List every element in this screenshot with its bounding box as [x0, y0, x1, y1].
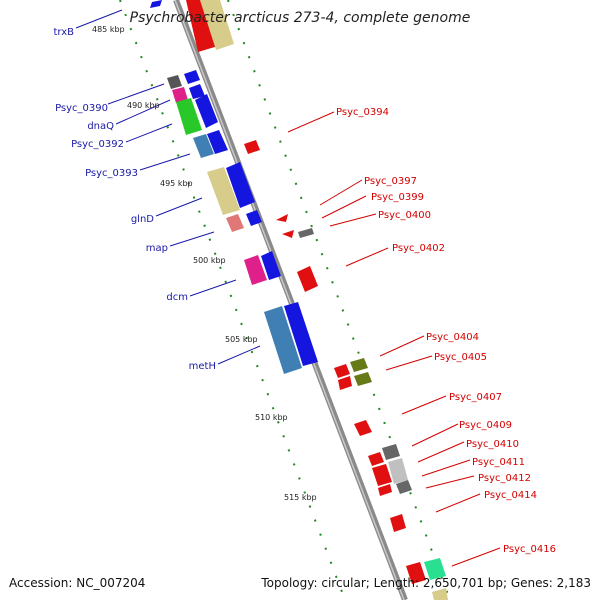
gene-block[interactable]: [193, 134, 214, 158]
gene-label-psyc-0411[interactable]: Psyc_0411: [472, 457, 525, 468]
left-gene-labels: trxB Psyc_0390 dnaQ Psyc_0392 Psyc_0393 …: [53, 27, 216, 372]
backbone-line: [173, 0, 408, 600]
gene-label-map[interactable]: map: [146, 243, 168, 254]
gene-block[interactable]: [226, 162, 255, 208]
backbone: [173, 0, 408, 600]
gene-block[interactable]: [354, 372, 372, 386]
accession-text: Accession: NC_007204: [9, 576, 145, 590]
gene-label-psyc-0409[interactable]: Psyc_0409: [459, 420, 512, 431]
gene-block[interactable]: [334, 364, 350, 378]
gene-label-psyc-0412[interactable]: Psyc_0412: [478, 473, 531, 484]
gene-block[interactable]: [276, 214, 288, 222]
guide-lines: [119, 0, 451, 600]
gene-label-psyc-0402[interactable]: Psyc_0402: [392, 243, 445, 254]
gene-label-psyc-0397[interactable]: Psyc_0397: [364, 176, 417, 187]
scale-label: 500 kbp: [193, 256, 226, 265]
gene-block[interactable]: [424, 558, 446, 580]
gene-label-psyc-0405[interactable]: Psyc_0405: [434, 352, 487, 363]
gene-label-psyc-0407[interactable]: Psyc_0407: [449, 392, 502, 403]
gene-label-glnd[interactable]: glnD: [131, 214, 154, 225]
gene-block[interactable]: [350, 358, 368, 372]
gene-label-psyc-0404[interactable]: Psyc_0404: [426, 332, 479, 343]
backbone-highlight: [174, 0, 405, 600]
inner-guide-line: [227, 0, 451, 600]
gene-block[interactable]: [176, 98, 202, 135]
gene-block[interactable]: [396, 480, 412, 494]
gene-label-dnaq[interactable]: dnaQ: [87, 121, 114, 132]
gene-block[interactable]: [382, 444, 400, 460]
gene-block[interactable]: [244, 255, 267, 285]
gene-block[interactable]: [184, 70, 200, 84]
scale-labels: 485 kbp 490 kbp 495 kbp 500 kbp 505 kbp …: [92, 25, 317, 502]
left-leader-lines: [75, 9, 261, 365]
gene-block[interactable]: [172, 87, 188, 103]
gene-block[interactable]: [372, 464, 392, 486]
scale-label: 485 kbp: [92, 25, 125, 34]
forward-genes: [150, 0, 318, 374]
gene-block[interactable]: [246, 210, 262, 226]
gene-block[interactable]: [167, 75, 182, 89]
gene-block[interactable]: [244, 140, 260, 154]
reverse-genes: [244, 140, 448, 600]
gene-block[interactable]: [261, 251, 281, 280]
gene-block[interactable]: [432, 588, 448, 600]
scale-label: 510 kbp: [255, 413, 288, 422]
diagram-title: Psychrobacter arcticus 273-4, complete g…: [130, 10, 471, 26]
gene-label-psyc-0414[interactable]: Psyc_0414: [484, 490, 537, 501]
gene-block[interactable]: [186, 0, 218, 52]
gene-label-dcm[interactable]: dcm: [166, 292, 188, 303]
gene-block[interactable]: [207, 130, 228, 154]
gene-label-psyc-0399[interactable]: Psyc_0399: [371, 192, 424, 203]
scale-label: 515 kbp: [284, 493, 317, 502]
gene-block[interactable]: [150, 0, 162, 8]
gene-block[interactable]: [378, 484, 392, 496]
gene-block[interactable]: [368, 452, 384, 466]
gene-block[interactable]: [297, 266, 318, 292]
gene-label-psyc-0390[interactable]: Psyc_0390: [55, 103, 108, 114]
gene-label-meth[interactable]: metH: [189, 361, 216, 372]
outer-guide-line: [119, 0, 346, 600]
right-leader-lines: [287, 111, 501, 567]
gene-label-psyc-0410[interactable]: Psyc_0410: [466, 439, 519, 450]
scale-label: 490 kbp: [127, 101, 160, 110]
topology-text: Topology: circular; Length: 2,650,701 bp…: [260, 576, 591, 590]
right-gene-labels: Psyc_0394 Psyc_0397 Psyc_0399 Psyc_0400 …: [336, 107, 556, 555]
gene-block[interactable]: [354, 420, 372, 436]
gene-block[interactable]: [226, 214, 244, 232]
gene-label-psyc-0394[interactable]: Psyc_0394: [336, 107, 389, 118]
gene-label-psyc-0400[interactable]: Psyc_0400: [378, 210, 431, 221]
gene-block[interactable]: [195, 94, 218, 128]
scale-label: 505 kbp: [225, 335, 258, 344]
gene-block[interactable]: [264, 306, 302, 374]
gene-block[interactable]: [189, 84, 205, 99]
scale-label: 495 kbp: [160, 179, 193, 188]
gene-block[interactable]: [200, 0, 234, 50]
gene-block[interactable]: [388, 458, 408, 484]
gene-block[interactable]: [390, 514, 406, 532]
gene-label-psyc-0393[interactable]: Psyc_0393: [85, 168, 138, 179]
gene-label-trxb[interactable]: trxB: [53, 27, 74, 38]
gene-block[interactable]: [207, 167, 240, 215]
gene-block[interactable]: [406, 562, 426, 584]
gene-block[interactable]: [298, 228, 314, 238]
gene-label-psyc-0392[interactable]: Psyc_0392: [71, 139, 124, 150]
gene-block[interactable]: [282, 230, 294, 238]
gene-block[interactable]: [338, 376, 352, 390]
gene-block[interactable]: [284, 302, 318, 366]
gene-label-psyc-0416[interactable]: Psyc_0416: [503, 544, 556, 555]
